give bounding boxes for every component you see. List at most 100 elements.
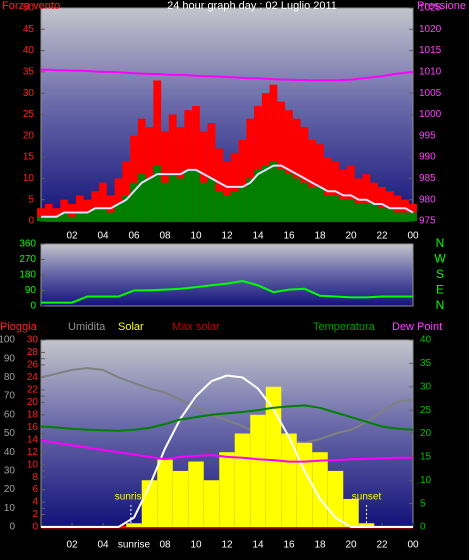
y-tick-label: 50 [4,428,16,439]
bar [385,208,394,221]
y-tick-label: 0 [32,522,38,533]
bar [137,118,146,221]
bar [37,208,45,221]
bar [223,195,231,221]
y-tick-label: 20 [4,484,16,495]
y-tick-label: 180 [19,270,36,281]
bar [157,459,173,527]
bar [99,208,107,221]
bar [250,414,266,527]
y-tick-label: 10 [4,503,16,514]
bar [238,186,247,221]
x-tick-label: 02 [66,231,78,242]
bar [316,144,324,221]
y-tick-label: 70 [4,391,16,402]
line [41,374,413,528]
y-tick-label: 30 [420,381,432,392]
bar [192,105,200,221]
x-tick-label: 00 [407,540,419,551]
x-tick-label: 08 [159,540,171,551]
y-tick-label: 980 [419,194,436,205]
bar [370,182,379,221]
y-tick-label: 8 [32,472,38,483]
y-tick-label: 10 [27,459,39,470]
bar [203,480,220,527]
bar [339,199,348,221]
bar [126,523,142,527]
line [40,367,414,444]
x-tick-label: 18 [314,231,326,242]
y-tick-label: 6 [32,484,38,495]
legend-label: Max solar [172,321,220,333]
bar [199,131,208,221]
y-tick-label: 5 [420,498,426,509]
bar [362,203,371,221]
y-tick-label: 1020 [419,24,442,35]
y-tick-label: E [436,283,444,297]
x-tick-label: 22 [376,540,388,551]
y-tick-label: 990 [419,152,436,163]
x-tick-label: 12 [221,540,233,551]
bar [153,165,162,221]
y-tick-label: 30 [27,335,39,346]
bar [130,182,138,221]
axis-label: Pressione [417,0,466,12]
bar [207,178,216,221]
bar [354,203,363,221]
bar [308,140,317,221]
x-tick-label: 12 [221,231,233,242]
x-tick-label: 00 [407,231,419,242]
y-tick-label: 15 [23,152,35,163]
y-tick-label: 0 [9,522,15,533]
bar [130,135,138,221]
bar [145,127,154,221]
bar [261,93,270,221]
bar [246,118,255,221]
bar [254,105,262,221]
bar [323,195,332,221]
x-tick-label: 14 [252,231,264,242]
bar [265,386,282,527]
y-tick-label: S [436,267,444,281]
bar [114,178,123,221]
bar [312,452,328,527]
bar [281,433,297,527]
y-tick-label: 1025 [419,3,442,14]
bar [362,174,371,221]
legend-label: Temperatura [313,321,376,333]
y-tick-label: W [434,252,446,266]
y-tick-label: 50 [23,3,35,14]
y-tick-label: 30 [4,466,16,477]
y-tick-label: 10 [420,475,432,486]
y-tick-label: 4 [32,497,38,508]
bar [188,461,204,527]
bar [277,169,286,221]
y-tick-label: 45 [23,24,35,35]
bar [168,114,177,221]
bar [393,212,402,221]
y-tick-label: 35 [420,358,432,369]
line [41,68,414,82]
y-tick-label: 16 [27,422,39,433]
bar [122,195,131,221]
y-tick-label: 0 [420,522,426,533]
bar [385,191,394,221]
bar [184,169,193,221]
x-tick-label: 16 [283,231,295,242]
y-tick-label: 995 [419,130,436,141]
bar [168,174,177,221]
y-tick-label: 40 [420,335,432,346]
x-tick-label: 02 [66,540,78,551]
y-tick-label: 20 [420,428,432,439]
bar [343,498,359,527]
bar [75,195,84,221]
bar [44,216,53,221]
bar [331,195,340,221]
bar [234,433,251,527]
bar [52,208,61,221]
bar [192,169,200,221]
y-tick-label: 22 [27,385,39,396]
y-tick-label: 25 [420,405,432,416]
y-tick-label: 1015 [419,45,442,56]
y-tick-label: 1005 [419,88,442,99]
